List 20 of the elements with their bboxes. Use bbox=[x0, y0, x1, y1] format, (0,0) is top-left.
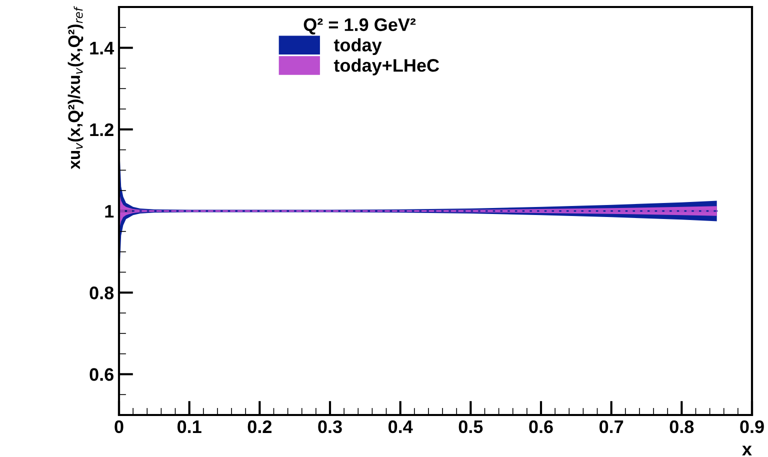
x-tick-label: 0.4 bbox=[388, 420, 413, 434]
x-tick-label: 0.1 bbox=[178, 420, 202, 434]
x-tick-label: 0.5 bbox=[458, 420, 483, 434]
x-axis-title: x bbox=[742, 446, 752, 456]
y-tick-label: 0.8 bbox=[90, 286, 114, 300]
legend-title: Q² = 1.9 GeV² bbox=[304, 18, 416, 34]
y-tick-label: 1.2 bbox=[90, 123, 114, 136]
y-tick-label: 1.4 bbox=[90, 42, 114, 54]
y-axis-title: xu$_{v}$(x,Q²)/xu$_{v}$(x,Q²)$_{ref}$ bbox=[68, 6, 84, 170]
x-tick-label: 0.2 bbox=[248, 420, 272, 434]
y-tick-label: 0.6 bbox=[90, 368, 114, 381]
x-tick-label: 0.3 bbox=[318, 420, 342, 434]
x-tick-label: 0.6 bbox=[529, 420, 553, 434]
x-tick-label: 0.8 bbox=[670, 420, 694, 434]
x-tick-label: 0.9 bbox=[740, 420, 764, 434]
x-tick-label: 0 bbox=[114, 420, 124, 434]
y-tick-label: 1 bbox=[105, 205, 114, 218]
legend-label: today+LHeC bbox=[334, 58, 440, 76]
x-tick-label: 0.7 bbox=[600, 420, 624, 434]
legend-label: today bbox=[334, 38, 382, 56]
